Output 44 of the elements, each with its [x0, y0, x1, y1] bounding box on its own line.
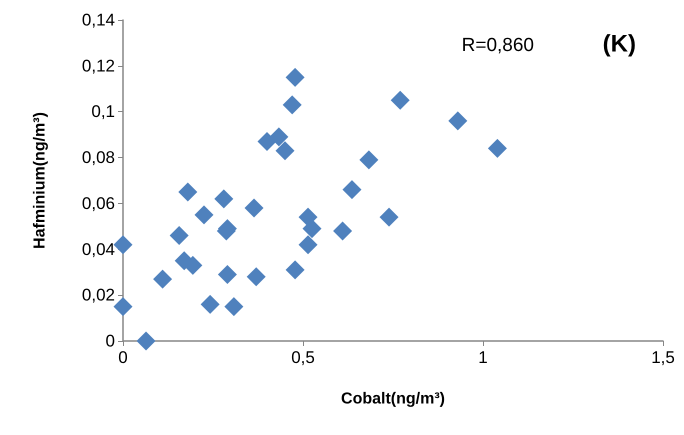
point [333, 221, 352, 240]
y-tick-label: 0,08 [82, 148, 115, 168]
y-tick-label: 0,06 [82, 194, 115, 213]
point [282, 95, 302, 114]
point [246, 267, 266, 286]
point [200, 294, 220, 314]
y-tick-label: 0,14 [82, 10, 115, 30]
y-tick-label: 0,04 [82, 240, 115, 259]
point [390, 90, 410, 110]
point [359, 150, 378, 170]
x-tick-label: 1,5 [651, 348, 675, 367]
point [224, 297, 244, 316]
annotation: (K) [602, 30, 636, 58]
point [114, 297, 132, 316]
point [302, 219, 322, 238]
point [286, 260, 305, 280]
x-tick-label: 1 [478, 348, 488, 367]
x-tick-label: 0,5 [291, 348, 315, 367]
point [114, 235, 132, 254]
point [269, 127, 288, 146]
x-axis-title: Cobalt(ng/m³) [341, 390, 445, 408]
y-axis-title: Hafminium(ng/m³) [32, 112, 48, 249]
point [170, 226, 189, 246]
point [342, 180, 362, 200]
point [244, 198, 264, 218]
point [153, 270, 172, 289]
x-tick-label: 0 [118, 348, 128, 367]
point [276, 141, 294, 160]
point [178, 182, 198, 202]
point [214, 189, 234, 208]
point [194, 205, 214, 224]
point [218, 265, 237, 284]
y-tick-label: 0,12 [82, 56, 115, 76]
point [258, 132, 276, 152]
point [380, 208, 399, 227]
point [448, 111, 468, 130]
annotation: R=0,860 [462, 35, 534, 56]
y-tick-label: 0,1 [91, 102, 115, 122]
y-tick-label: 0 [106, 332, 115, 350]
point [488, 138, 507, 158]
point [298, 235, 318, 254]
y-tick-label: 0,02 [82, 286, 115, 305]
point [136, 332, 156, 350]
point [286, 68, 305, 87]
